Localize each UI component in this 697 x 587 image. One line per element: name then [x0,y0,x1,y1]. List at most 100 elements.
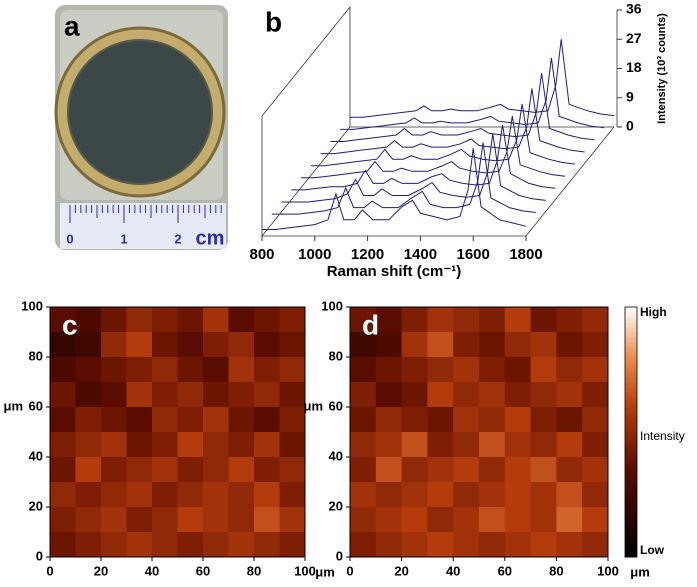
x-tick-label: 1000 [298,246,331,263]
heatmap-cell [177,357,204,383]
heatmap-cell [177,307,204,333]
heatmap-cell [177,457,204,483]
heatmap-cell [350,532,377,558]
heatmap-cell [228,507,255,533]
x-axis-label: Raman shift (cm⁻¹) [327,263,462,280]
heatmap-cell [375,507,403,533]
heatmap-cell [427,332,454,358]
x-tick-label: 0 [46,563,53,578]
colorbar-step [625,402,637,408]
heatmap-cell [375,457,403,483]
heatmap-cell [126,307,153,333]
heatmap-cell [427,307,454,333]
y-tick-label: 80 [29,348,43,363]
heatmap-cell [530,357,557,383]
heatmap-cell [375,407,403,433]
heatmap-cell [530,457,557,483]
colorbar-step [625,347,637,353]
x-axis-label: μm [630,564,650,579]
heatmap-cell [453,357,480,383]
colorbar-step [625,377,637,383]
heatmap-cell [228,407,255,433]
colorbar-step [625,527,637,533]
colorbar-step [625,482,637,488]
ruler-ticks [69,205,222,223]
heatmap-cell [453,507,480,533]
heatmap-cell [126,407,153,433]
heatmap-cell [177,507,204,533]
heatmap-cell [279,307,306,333]
colorbar-step [625,392,637,398]
colorbar-step [625,322,637,328]
heatmap-cell [453,432,480,458]
heatmap-cell [279,332,306,358]
heatmap-cell [582,407,609,433]
heatmap-cell [254,332,280,358]
spectrum [340,57,605,130]
heatmap-cell [101,307,127,333]
heatmap-cell [401,532,428,558]
heatmap-cell [75,307,102,333]
heatmap-cell [279,532,306,558]
heatmap-cell [75,357,102,383]
heatmap-cell [228,357,255,383]
heatmap-cell [203,432,229,458]
x-tick-label: 1400 [404,246,437,263]
colorbar-step [625,522,637,528]
spectrum [271,142,536,215]
ruler-unit: cm [196,227,225,249]
heatmap-cell [479,457,506,483]
heatmap-cell [479,407,506,433]
heatmap-cell [228,332,255,358]
heatmap-cell [530,432,557,458]
heatmap-cell [453,332,480,358]
colorbar-step [625,317,637,323]
heatmap-cell [350,507,377,533]
y-axis-label: μm [303,398,323,413]
heatmap-cell [177,482,204,508]
colorbar-step [625,337,637,343]
colorbar-step [625,417,637,423]
colorbar-step [625,472,637,478]
heatmap-cell [556,307,583,333]
heatmap-cell [582,482,609,508]
heatmap-cell [101,532,127,558]
heatmap-cell [75,332,102,358]
y-tick-label: 20 [329,498,343,513]
x-tick-label: 80 [247,563,261,578]
colorbar-step [625,447,637,453]
heatmap-cell [556,407,583,433]
heatmap-cell [530,532,557,558]
heatmap-cell [50,407,76,433]
heatmap-cell [279,357,306,383]
colorbar-step [625,327,637,333]
heatmap-cell [479,482,506,508]
heatmap-cell [101,357,127,383]
spectrum [330,73,595,142]
heatmap-cell [530,482,557,508]
heatmap-cell [254,507,280,533]
heatmap-cell [479,332,506,358]
panel-label: a [64,10,80,41]
x-tick-label: 20 [394,563,408,578]
colorbar-step [625,517,637,523]
heatmap-cell [126,432,153,458]
heatmap-cell [126,457,153,483]
colorbar-step [625,497,637,503]
heatmap-cell [50,507,76,533]
heatmap-cell [203,532,229,558]
heatmap-cell [254,482,280,508]
y-tick-label: 80 [329,348,343,363]
heatmap-cell [203,332,229,358]
y-tick-label: 27 [626,30,642,46]
heatmap-cell [279,382,306,408]
heatmap-cell [401,432,428,458]
spectrum [310,103,575,167]
heatmap-cell [556,482,583,508]
x-axis-label: μm [315,564,335,579]
heatmap-cell [50,457,76,483]
heatmap-cell [75,382,102,408]
heatmap-cell [228,532,255,558]
spectrum [262,148,527,230]
x-tick-label: 100 [597,563,619,578]
